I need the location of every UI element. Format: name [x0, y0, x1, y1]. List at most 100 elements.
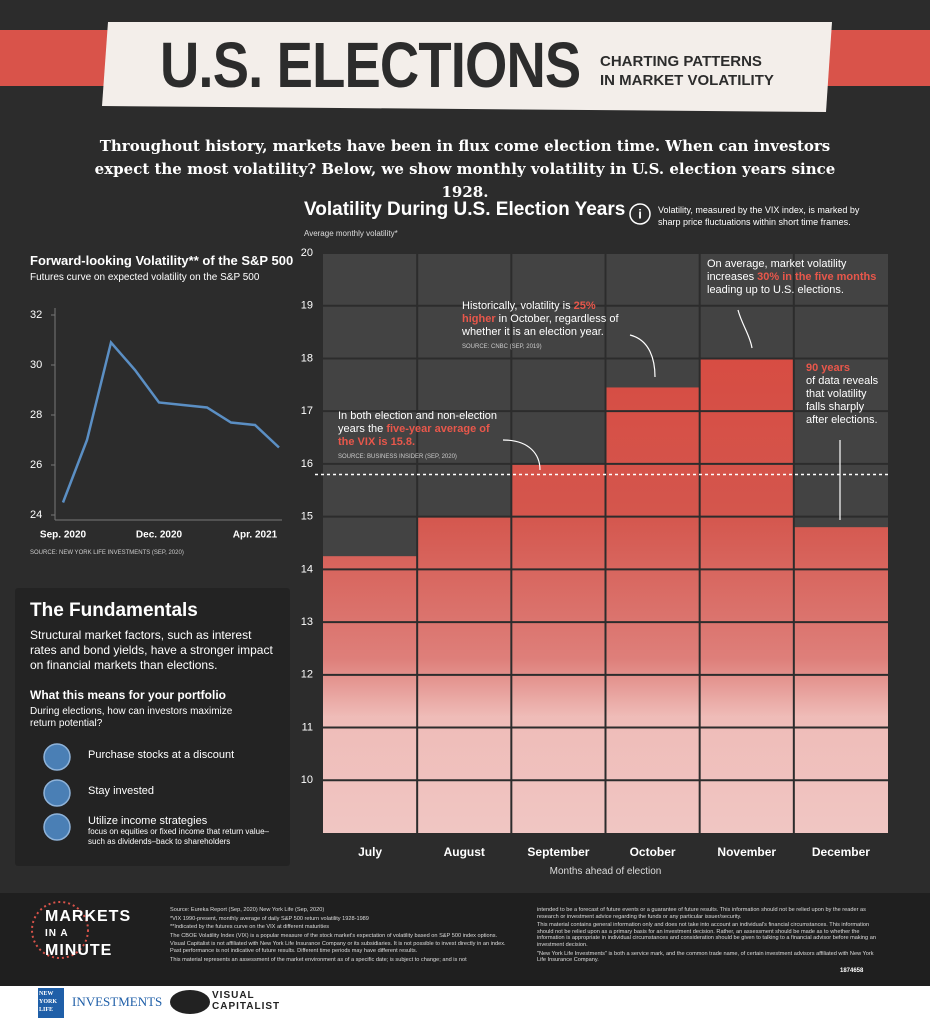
bar [699, 358, 794, 833]
bar [605, 387, 700, 833]
subtitle-line: IN MARKET VOLATILITY [600, 72, 774, 89]
y-tick-label: 26 [30, 459, 42, 471]
item-detail: focus on equities or fixed income that r… [88, 827, 269, 846]
y-tick-label: 24 [30, 509, 42, 521]
annotation-highlight: 25% higher [462, 300, 596, 325]
y-tick-label: 10 [301, 774, 313, 786]
annotation-source: SOURCE: CNBC (SEP, 2019) [462, 344, 542, 350]
y-tick-label: 32 [30, 309, 42, 321]
y-tick-label: 30 [30, 359, 42, 371]
y-tick-label: 19 [301, 300, 313, 312]
annotation: Historically, volatility is 25% higher i… [462, 300, 632, 354]
intro: Throughout history, markets have been in… [94, 137, 836, 201]
fundamentals-box [15, 588, 290, 866]
x-tick-label: August [444, 845, 485, 859]
x-tick-label: November [717, 845, 776, 859]
annotation-part: in October, regardless of whether it is … [462, 313, 619, 338]
item: Purchase stocks at a discount [88, 749, 278, 761]
y-tick-label: 18 [301, 352, 313, 364]
note: *VIX 1990-present, monthly average of da… [170, 915, 369, 922]
title: U.S. ELECTIONS [160, 29, 581, 101]
x-tick-label: July [358, 845, 382, 859]
vc-logo [170, 990, 210, 1014]
nyl-logo [38, 988, 64, 1018]
bar-y-label: Average monthly volatility* [304, 229, 398, 238]
bar [511, 463, 606, 833]
line-title: Forward-looking Volatility** of the S&P … [30, 253, 294, 268]
vc-line: VISUAL [212, 990, 255, 1001]
x-tick-label: December [812, 845, 870, 859]
annotation-part: Historically, volatility is [462, 300, 574, 312]
notes-left: Source: Eureka Report (Sep, 2020) New Yo… [170, 907, 515, 965]
annotation-part: On average, market volatility increases [707, 258, 847, 283]
y-tick-label: 20 [301, 247, 313, 259]
info-icon [629, 203, 651, 225]
logo: MARKETS IN A MINUTE [45, 908, 131, 959]
fund-body: Structural market factors, such as inter… [30, 628, 273, 672]
nyl-line: LIFE [39, 1007, 54, 1013]
line [61, 339, 280, 503]
fund-title: The Fundamentals [30, 600, 198, 621]
y-tick-label: 15 [301, 511, 313, 523]
x-tick-label: Sep. 2020 [40, 530, 87, 541]
arrow [502, 439, 541, 471]
annotation-text: In both election and non-election years … [338, 410, 508, 449]
logo-line: IN A [45, 928, 69, 939]
vc-name: VISUAL CAPITALIST [212, 990, 280, 1012]
logo-line: MARKETS [45, 908, 132, 925]
fund-heading: What this means for your portfolio [30, 688, 227, 702]
y-tick-label: 12 [301, 669, 313, 681]
header-card [102, 22, 832, 112]
note: This material represents an assessment o… [170, 956, 467, 963]
notes-right: intended to be a forecast of future even… [537, 907, 882, 966]
item-icon [43, 743, 71, 771]
arrow [629, 334, 656, 378]
fund-question: During elections, how can investors maxi… [30, 706, 233, 729]
brand-strip [0, 986, 930, 1024]
y-tick-label: 14 [301, 563, 313, 575]
item: Stay invested [88, 785, 278, 797]
annotation-highlight: 90 years [806, 362, 851, 374]
note: Visual Capitalist is not affiliated with… [170, 941, 506, 954]
note: Source: Eureka Report (Sep, 2020) New Yo… [170, 907, 325, 913]
annotation-part: In both election and non-election years … [338, 410, 498, 435]
nyl-line: NEW [39, 991, 54, 997]
nyl-line: YORK [39, 999, 57, 1005]
nyl-mark: NEW YORK LIFE [39, 990, 57, 1014]
x-tick-label: October [630, 845, 676, 859]
subtitle: CHARTING PATTERNS IN MARKET VOLATILITY [600, 52, 774, 90]
bar [323, 556, 418, 833]
y-tick-label: 16 [301, 458, 313, 470]
annotation-part: of data reveals that volatility falls sh… [806, 375, 879, 426]
x-tick-label: September [527, 845, 589, 859]
logo-line: MINUTE [45, 942, 113, 959]
bar [793, 527, 888, 833]
bar-note: Volatility, measured by the VIX index, i… [658, 205, 860, 227]
logo-ring [31, 901, 89, 959]
y-tick-label: 28 [30, 409, 42, 421]
subtitle-line: CHARTING PATTERNS [600, 53, 762, 70]
code: 1874658 [840, 968, 864, 974]
vc-line: CAPITALIST [212, 1001, 281, 1012]
item-label: Purchase stocks at a discount [88, 749, 235, 761]
annotation: In both election and non-election years … [338, 410, 508, 464]
item-label: Utilize income strategies [88, 815, 208, 827]
arrows [502, 309, 841, 520]
footer-bg [0, 893, 930, 986]
item: Utilize income strategies focus on equiti… [88, 815, 278, 847]
nyl-name: INVESTMENTS [72, 994, 163, 1009]
x-tick-label: Dec. 2020 [136, 530, 183, 541]
note: This material contains general informati… [537, 922, 876, 948]
bar-x-label: Months ahead of election [549, 866, 662, 877]
y-tick-label: 11 [302, 721, 313, 733]
annotation-text: On average, market volatility increases … [707, 258, 877, 297]
arrow [737, 309, 753, 349]
annotation-text: 90 years of data reveals that volatility … [806, 362, 886, 427]
y-tick-label: 17 [301, 405, 313, 417]
annotation-part: leading up to U.S. elections. [707, 284, 844, 296]
info-icon-glyph: i [638, 206, 642, 221]
item-icon [43, 779, 71, 807]
line-subtitle: Futures curve on expected volatility on … [30, 272, 260, 283]
note: The CBOE Volatility Index (VIX) is a pop… [170, 932, 498, 939]
